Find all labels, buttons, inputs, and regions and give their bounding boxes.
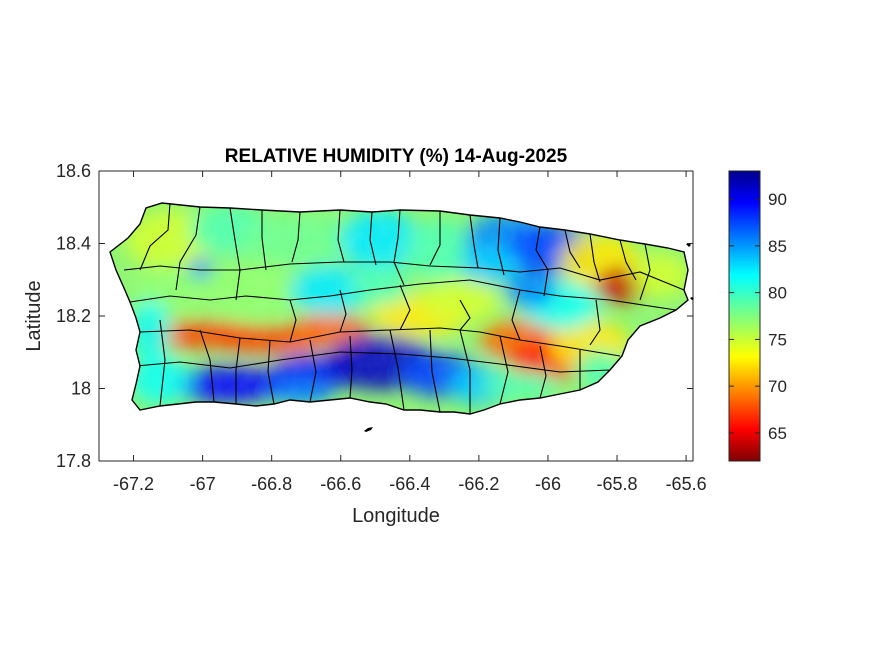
x-tick-label: -66.2 (458, 474, 499, 494)
humidity-field (110, 203, 688, 414)
x-axis: -67.2 -67 -66.8 -66.6 -66.4 -66.2 -66 -65.8 -65.… (113, 171, 707, 494)
x-tick-label: -66.4 (389, 474, 430, 494)
x-tick-label: -65.6 (666, 474, 707, 494)
y-tick-label: 17.8 (56, 451, 91, 471)
x-tick-label: -67 (190, 474, 216, 494)
colorbar-tick-label: 90 (768, 190, 787, 209)
y-tick-label: 18.4 (56, 234, 91, 254)
colorbar-tick-label: 65 (768, 424, 787, 443)
y-tick-label: 18.6 (56, 161, 91, 181)
islet-caja-de-muertos (364, 427, 373, 432)
colorbar-ticks: 65 70 75 80 85 90 (729, 190, 787, 443)
colorbar-tick-label: 75 (768, 330, 787, 349)
y-axis-label: Latitude (23, 280, 45, 351)
x-tick-label: -66.8 (251, 474, 292, 494)
x-tick-label: -66.6 (320, 474, 361, 494)
coastline (109, 202, 689, 415)
x-tick-label: -65.8 (597, 474, 638, 494)
chart-title: RELATIVE HUMIDITY (%) 14-Aug-2025 (225, 146, 568, 167)
x-tick-label: -67.2 (113, 474, 154, 494)
colorbar (728, 170, 761, 462)
colorbar-tick-label: 70 (768, 377, 787, 396)
colorbar-tick-label: 80 (768, 284, 787, 303)
y-tick-label: 18.2 (56, 306, 91, 326)
municipality-boundaries (123, 203, 685, 414)
y-tick-label: 18 (71, 379, 91, 399)
y-axis: 17.8 18 18.2 18.4 18.6 (56, 161, 693, 471)
colorbar-tick-label: 85 (768, 237, 787, 256)
x-tick-label: -66 (535, 474, 561, 494)
x-axis-label: Longitude (352, 505, 440, 527)
